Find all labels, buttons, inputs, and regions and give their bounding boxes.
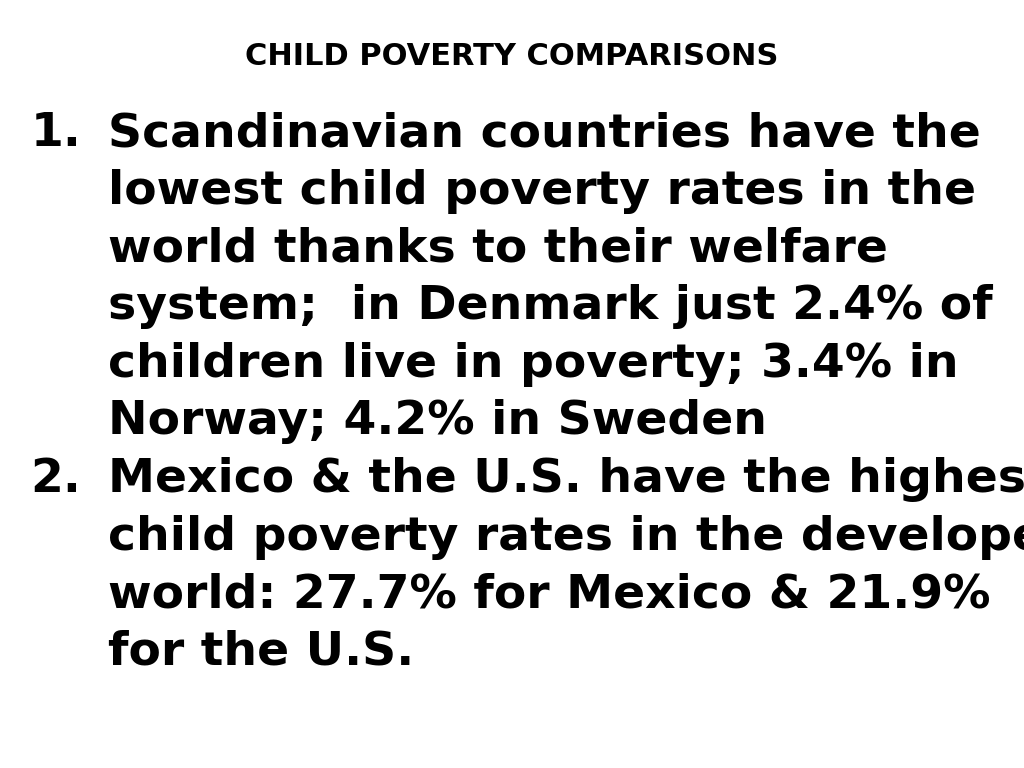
Text: world thanks to their welfare: world thanks to their welfare <box>108 227 888 272</box>
Text: Scandinavian countries have the: Scandinavian countries have the <box>108 111 980 157</box>
Text: children live in poverty; 3.4% in: children live in poverty; 3.4% in <box>108 342 958 387</box>
Text: 1.: 1. <box>31 111 82 157</box>
Text: child poverty rates in the developed: child poverty rates in the developed <box>108 515 1024 560</box>
Text: system;  in Denmark just 2.4% of: system; in Denmark just 2.4% of <box>108 284 992 329</box>
Text: 2.: 2. <box>31 457 82 502</box>
Text: for the U.S.: for the U.S. <box>108 630 414 675</box>
Text: lowest child poverty rates in the: lowest child poverty rates in the <box>108 169 976 214</box>
Text: Mexico & the U.S. have the highest: Mexico & the U.S. have the highest <box>108 457 1024 502</box>
Text: CHILD POVERTY COMPARISONS: CHILD POVERTY COMPARISONS <box>246 42 778 71</box>
Text: world: 27.7% for Mexico & 21.9%: world: 27.7% for Mexico & 21.9% <box>108 572 990 617</box>
Text: Norway; 4.2% in Sweden: Norway; 4.2% in Sweden <box>108 399 767 445</box>
